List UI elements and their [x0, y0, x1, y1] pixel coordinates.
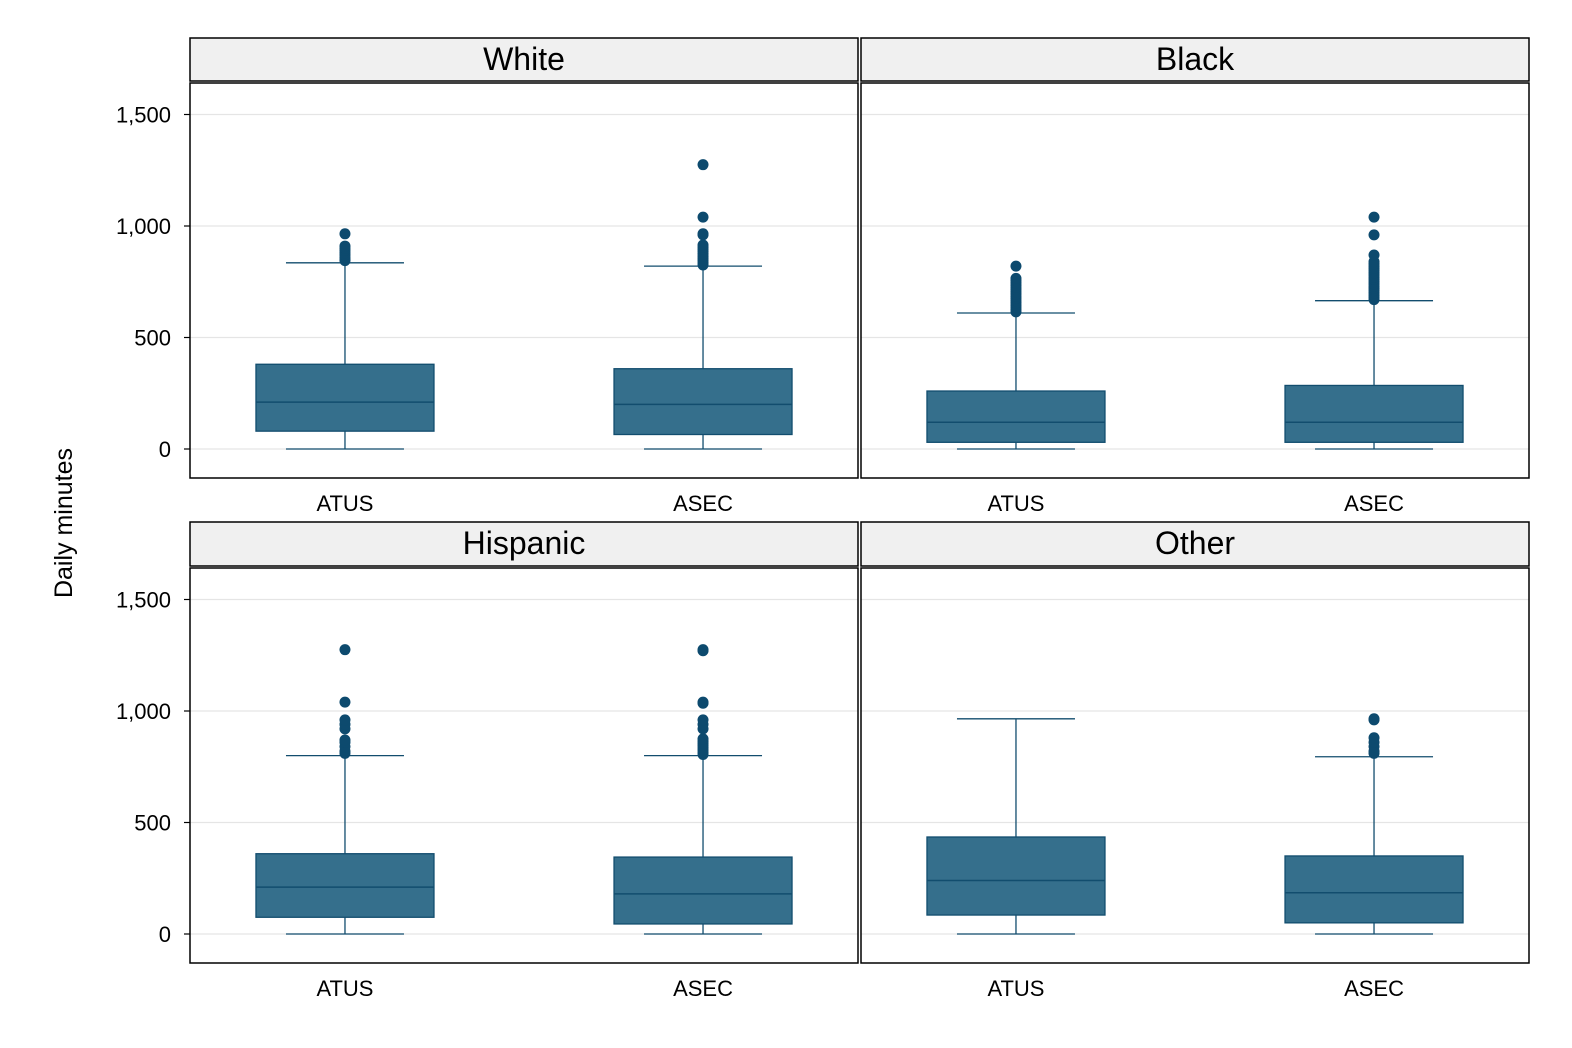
outlier-point [697, 644, 709, 656]
panel-border [860, 567, 1530, 964]
panel-hispanic: Hispanic ATUS ASEC 0 500 1,000 1,500 [116, 521, 859, 1001]
box-asec [1284, 713, 1464, 935]
x-tick-label: ASEC [1344, 976, 1404, 1001]
panel-strip [860, 521, 1530, 567]
panel-border [189, 82, 859, 479]
y-axis-title: Daily minutes [50, 448, 78, 598]
panel-border [860, 82, 1530, 479]
outlier-point [1368, 713, 1380, 725]
box-atus [926, 718, 1106, 935]
panel-title: White [483, 41, 565, 77]
outlier-point [697, 733, 709, 745]
panel-title: Black [1156, 41, 1235, 77]
panels-layer: White ATUS ASEC 0 500 1,000 1,500 Black ATUS ASEC… [116, 37, 1530, 1001]
outlier-point [1010, 260, 1022, 272]
iqr-box [255, 363, 435, 432]
x-tick-label: ATUS [987, 491, 1044, 516]
y-tick-label: 500 [134, 326, 171, 351]
outlier-point [339, 696, 351, 708]
panel-border [189, 567, 859, 964]
panel-strip [860, 37, 1530, 82]
outlier-point [697, 228, 709, 240]
y-tick-label: 500 [134, 811, 171, 836]
outlier-point [697, 211, 709, 223]
panel-black: Black ATUS ASEC [860, 37, 1530, 516]
iqr-box [926, 836, 1106, 916]
box-atus [255, 228, 435, 450]
panel-white: White ATUS ASEC 0 500 1,000 1,500 [116, 37, 859, 516]
iqr-box [926, 390, 1106, 443]
x-tick-label: ATUS [987, 976, 1044, 1001]
outlier-point [697, 159, 709, 171]
x-tick-label: ASEC [673, 976, 733, 1001]
iqr-box [1284, 855, 1464, 924]
iqr-box [1284, 384, 1464, 443]
box-atus [926, 260, 1106, 450]
y-tick-label: 1,500 [116, 103, 171, 128]
y-tick-label: 0 [159, 437, 171, 462]
y-tick-label: 1,000 [116, 214, 171, 239]
outlier-point [1368, 732, 1380, 744]
box-asec [613, 159, 793, 450]
outlier-point [339, 734, 351, 746]
outlier-point [339, 714, 351, 726]
outlier-point [697, 239, 709, 251]
outlier-point [1010, 272, 1022, 284]
y-tick-label: 0 [159, 922, 171, 947]
outlier-point [1368, 229, 1380, 241]
outlier-point [339, 644, 351, 656]
x-tick-label: ATUS [316, 491, 373, 516]
panel-strip [189, 37, 859, 82]
box-atus [255, 644, 435, 935]
iqr-box [613, 856, 793, 925]
outlier-point [1368, 211, 1380, 223]
x-tick-label: ATUS [316, 976, 373, 1001]
panel-title: Hispanic [463, 525, 586, 561]
x-tick-label: ASEC [1344, 491, 1404, 516]
box-asec [1284, 211, 1464, 450]
outlier-point [339, 240, 351, 252]
box-asec [613, 644, 793, 935]
outlier-point [697, 714, 709, 726]
panel-strip [189, 521, 859, 567]
x-tick-label: ASEC [673, 491, 733, 516]
panel-title: Other [1155, 525, 1235, 561]
y-tick-label: 1,000 [116, 699, 171, 724]
y-tick-label: 1,500 [116, 588, 171, 613]
panel-other: Other ATUS ASEC [860, 521, 1530, 1001]
outlier-point [1368, 249, 1380, 261]
iqr-box [613, 368, 793, 436]
iqr-box [255, 853, 435, 918]
outlier-point [697, 696, 709, 708]
outlier-point [339, 228, 351, 240]
